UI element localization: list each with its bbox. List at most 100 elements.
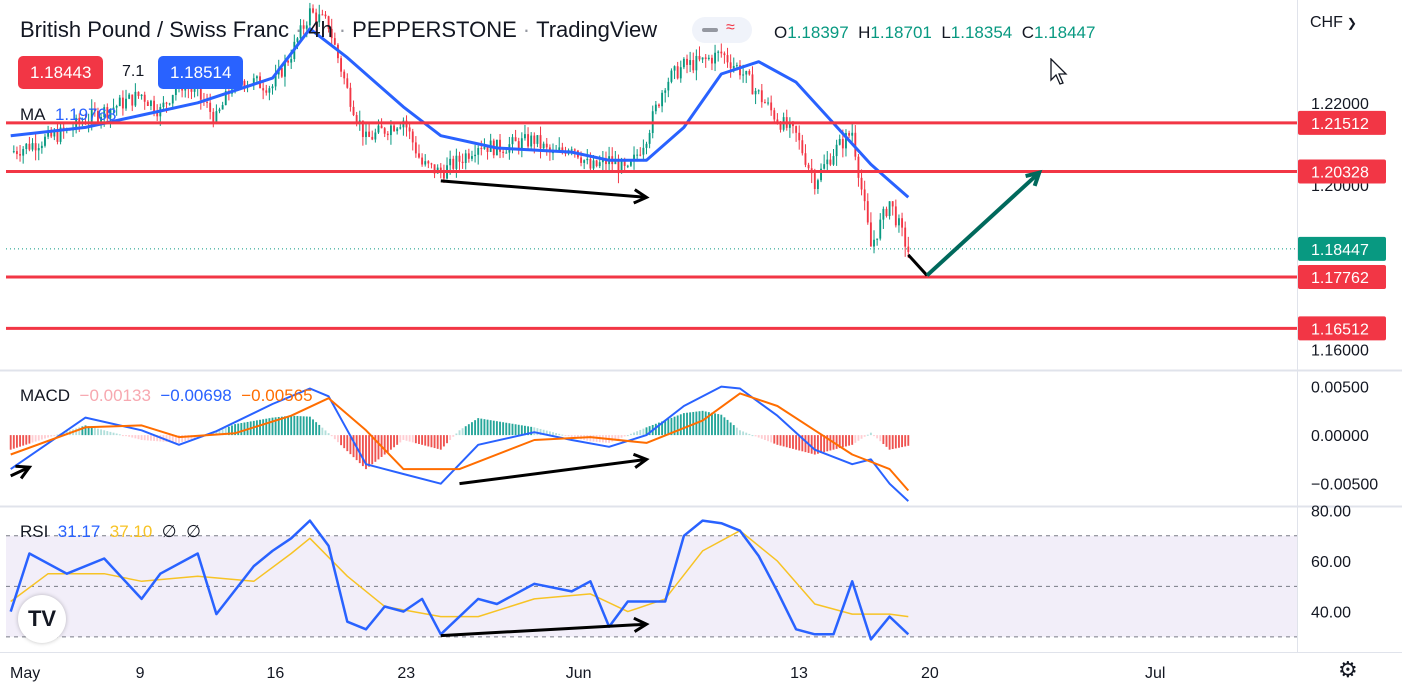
- candle-body[interactable]: [629, 161, 632, 166]
- candle-body[interactable]: [118, 97, 121, 107]
- candle-body[interactable]: [467, 153, 470, 159]
- candle-body[interactable]: [287, 60, 290, 63]
- candle-body[interactable]: [37, 148, 40, 151]
- candle-body[interactable]: [271, 86, 274, 89]
- candle-body[interactable]: [464, 153, 467, 164]
- candle-body[interactable]: [598, 162, 601, 167]
- candle-body[interactable]: [47, 130, 50, 137]
- candle-body[interactable]: [682, 58, 685, 68]
- candle-body[interactable]: [352, 106, 355, 116]
- candle-body[interactable]: [835, 144, 838, 157]
- candle-body[interactable]: [804, 153, 807, 165]
- candle-body[interactable]: [22, 149, 25, 156]
- candle-body[interactable]: [302, 25, 305, 29]
- candle-body[interactable]: [146, 101, 149, 107]
- candle-body[interactable]: [15, 151, 18, 155]
- candle-body[interactable]: [876, 238, 879, 240]
- candle-body[interactable]: [848, 133, 851, 136]
- candle-body[interactable]: [882, 208, 885, 220]
- candle-body[interactable]: [371, 136, 374, 140]
- candle-body[interactable]: [442, 172, 445, 179]
- candle-body[interactable]: [361, 120, 364, 138]
- candle-body[interactable]: [648, 133, 651, 144]
- candle-body[interactable]: [645, 143, 648, 148]
- candle-body[interactable]: [284, 60, 286, 77]
- candle-body[interactable]: [589, 158, 592, 169]
- candle-body[interactable]: [224, 91, 227, 106]
- candle-body[interactable]: [798, 132, 801, 141]
- candle-body[interactable]: [97, 111, 99, 122]
- candle-body[interactable]: [424, 161, 427, 165]
- market-status-pill[interactable]: ≈: [692, 17, 752, 43]
- candle-body[interactable]: [268, 88, 271, 93]
- macd-legend[interactable]: MACD −0.00133 −0.00698 −0.00565: [20, 386, 313, 406]
- candle-body[interactable]: [315, 12, 318, 23]
- candle-body[interactable]: [704, 57, 707, 59]
- candle-body[interactable]: [757, 90, 760, 92]
- candle-body[interactable]: [389, 125, 392, 136]
- candle-body[interactable]: [851, 132, 854, 136]
- candle-body[interactable]: [866, 201, 869, 223]
- candle-body[interactable]: [907, 246, 910, 252]
- candle-body[interactable]: [692, 60, 695, 71]
- candle-body[interactable]: [524, 134, 526, 139]
- candle-body[interactable]: [583, 160, 586, 163]
- candle-body[interactable]: [78, 117, 81, 124]
- candle-body[interactable]: [262, 88, 265, 91]
- candle-body[interactable]: [324, 14, 327, 17]
- candle-body[interactable]: [162, 102, 165, 108]
- candle-body[interactable]: [308, 8, 311, 26]
- candle-body[interactable]: [539, 135, 542, 149]
- candle-body[interactable]: [171, 95, 174, 104]
- candle-body[interactable]: [134, 91, 137, 106]
- candle-body[interactable]: [723, 53, 726, 56]
- candle-body[interactable]: [340, 58, 343, 72]
- candle-body[interactable]: [558, 147, 561, 152]
- candle-body[interactable]: [820, 168, 822, 181]
- candle-body[interactable]: [125, 98, 127, 109]
- ma-legend[interactable]: MA 1.19768: [20, 105, 116, 125]
- candle-body[interactable]: [751, 74, 754, 95]
- candle-body[interactable]: [667, 81, 670, 91]
- candle-body[interactable]: [658, 104, 660, 107]
- candle-body[interactable]: [190, 89, 193, 92]
- candle-body[interactable]: [449, 158, 452, 166]
- candle-body[interactable]: [327, 16, 330, 29]
- candle-body[interactable]: [732, 65, 735, 69]
- candle-body[interactable]: [502, 151, 505, 153]
- candle-body[interactable]: [221, 105, 224, 110]
- candle-body[interactable]: [511, 137, 514, 145]
- candle-body[interactable]: [140, 94, 143, 97]
- candle-body[interactable]: [838, 139, 841, 145]
- candle-body[interactable]: [580, 157, 582, 163]
- candle-body[interactable]: [536, 135, 539, 144]
- candle-body[interactable]: [290, 59, 293, 63]
- candle-body[interactable]: [312, 8, 314, 13]
- candle-body[interactable]: [471, 156, 473, 159]
- candle-body[interactable]: [617, 161, 620, 174]
- candle-body[interactable]: [93, 108, 96, 112]
- candle-body[interactable]: [623, 160, 626, 166]
- candle-body[interactable]: [552, 152, 554, 154]
- candle-body[interactable]: [901, 218, 904, 228]
- candle-body[interactable]: [209, 102, 212, 112]
- candle-body[interactable]: [34, 143, 37, 151]
- candle-body[interactable]: [586, 158, 589, 161]
- candle-body[interactable]: [112, 107, 115, 110]
- candle-body[interactable]: [686, 58, 688, 65]
- candle-body[interactable]: [218, 109, 221, 112]
- candle-body[interactable]: [427, 161, 430, 164]
- candle-body[interactable]: [396, 128, 399, 132]
- candle-body[interactable]: [215, 111, 218, 123]
- candle-body[interactable]: [605, 158, 607, 165]
- candle-body[interactable]: [633, 154, 635, 162]
- candle-body[interactable]: [735, 65, 738, 67]
- candle-body[interactable]: [661, 92, 664, 107]
- candle-body[interactable]: [816, 180, 819, 189]
- candle-body[interactable]: [676, 66, 679, 79]
- candle-body[interactable]: [461, 161, 464, 164]
- candle-body[interactable]: [365, 131, 367, 138]
- candle-body[interactable]: [807, 164, 810, 169]
- candle-body[interactable]: [318, 14, 321, 23]
- candle-body[interactable]: [763, 102, 766, 104]
